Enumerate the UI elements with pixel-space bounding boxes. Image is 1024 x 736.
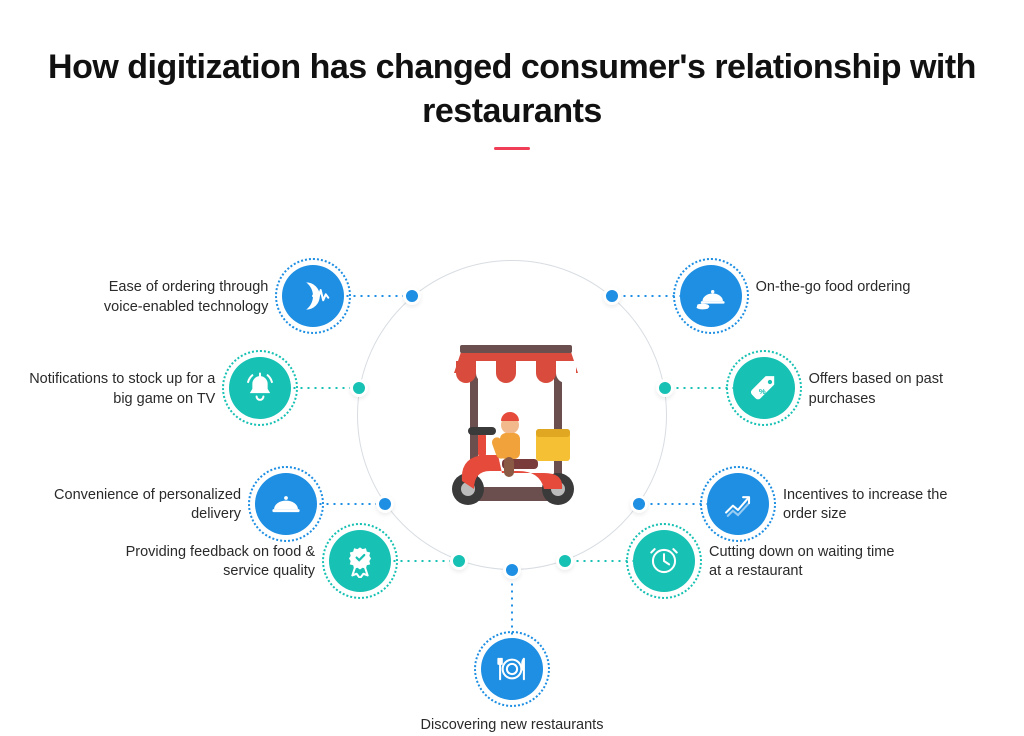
connector-dots [317,503,376,505]
orbit-node [376,495,394,513]
onthego-label: On-the-go food ordering [756,278,911,298]
connector-dots [674,387,733,389]
icon-dotted-ring [726,350,802,426]
connector-dots [621,295,680,297]
orbit-node [556,552,574,570]
icon-dotted-ring [626,523,702,599]
orbit-node [603,287,621,305]
upsell-label: Incentives to increase the order size [783,486,983,525]
connector-dots [648,503,707,505]
icon-dotted-ring [673,258,749,334]
diagram-stage: Ease of ordering through voice-enabled t… [0,150,1024,710]
connector-dots [574,560,633,562]
center-illustration [422,315,602,515]
icon-dotted-ring [248,466,324,542]
orbit-node [503,561,521,579]
icon-dotted-ring [700,466,776,542]
orbit-node [630,495,648,513]
voice-label: Ease of ordering through voice-enabled t… [68,278,268,317]
orbit-node [450,552,468,570]
icon-dotted-ring [474,631,550,707]
page-title: How digitization has changed consumer's … [0,46,1024,133]
icon-dotted-ring [322,523,398,599]
notify-label: Notifications to stock up for a big game… [15,370,215,409]
offers-label: Offers based on past purchases [809,370,1009,409]
orbit-node [656,379,674,397]
discover-label: Discovering new restaurants [412,716,612,736]
delivery-label: Convenience of personalized delivery [41,486,241,525]
icon-dotted-ring [275,258,351,334]
waiting-label: Cutting down on waiting time at a restau… [709,543,909,582]
connector-dots [291,387,350,389]
connector-dots [344,295,403,297]
connector-dots [391,560,450,562]
header: How digitization has changed consumer's … [0,0,1024,150]
feedback-label: Providing feedback on food & service qua… [115,543,315,582]
icon-dotted-ring [222,350,298,426]
